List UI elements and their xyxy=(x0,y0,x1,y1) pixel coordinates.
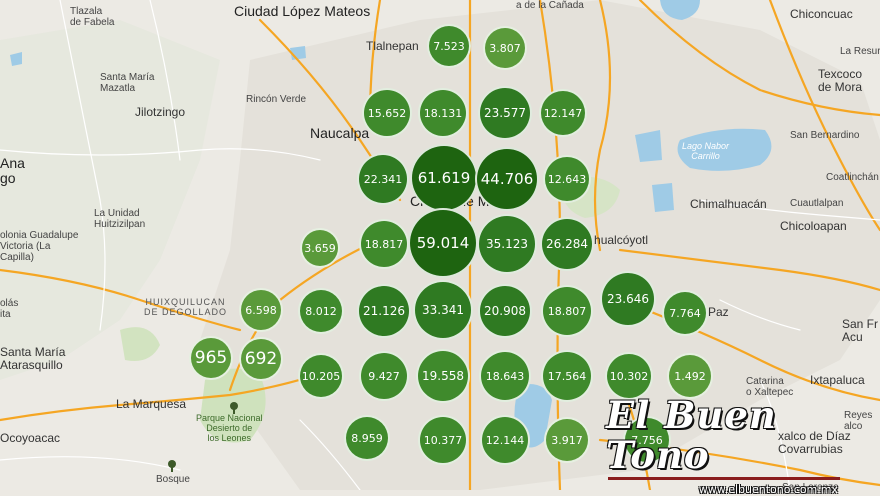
cluster-marker[interactable]: 22.341 xyxy=(357,153,409,205)
cluster-marker[interactable]: 35.123 xyxy=(477,214,537,274)
cluster-marker[interactable]: 20.908 xyxy=(478,284,532,338)
cluster-marker[interactable]: 965 xyxy=(189,336,233,380)
cluster-marker[interactable]: 10.302 xyxy=(605,352,653,400)
place-label-ciudad-lopez-mateos: Ciudad López Mateos xyxy=(234,3,371,19)
cluster-marker[interactable]: 23.646 xyxy=(600,271,656,327)
place-label-santa-maria-mazatla: Santa María Mazatla xyxy=(100,72,155,94)
cluster-marker[interactable]: 7.756 xyxy=(623,416,671,464)
place-label-chicoloapan: Chicoloapan xyxy=(780,219,847,233)
place-label-san-francisco: San Fr Acu xyxy=(842,317,879,345)
place-label-chiconcuac: Chiconcuac xyxy=(790,7,853,21)
place-label-san-bernardino: San Bernardino xyxy=(790,130,860,141)
cluster-marker[interactable]: 61.619 xyxy=(410,144,478,212)
cluster-marker[interactable]: 59.014 xyxy=(408,208,478,278)
place-label-la-marquesa: La Marquesa xyxy=(116,397,187,411)
place-label-rincon-verde: Rincón Verde xyxy=(246,94,307,105)
cluster-marker[interactable]: 18.817 xyxy=(359,219,409,269)
cluster-marker[interactable]: 7.764 xyxy=(662,290,708,336)
place-label-tlazala: Tlazala de Fabela xyxy=(70,6,115,28)
place-label-ana: Ana go xyxy=(0,155,25,187)
cluster-marker[interactable]: 7.523 xyxy=(427,24,471,68)
cluster-marker[interactable]: 12.144 xyxy=(480,415,530,465)
cluster-marker[interactable]: 18.643 xyxy=(479,350,531,402)
cluster-marker[interactable]: 18.807 xyxy=(541,285,593,337)
place-label-mixcalco: xalco de Díaz Covarrubias xyxy=(778,429,851,457)
place-label-la-resurr: La Resur xyxy=(840,46,880,57)
cluster-marker[interactable]: 10.205 xyxy=(298,353,344,399)
watermark-divider xyxy=(608,477,840,480)
cluster-marker[interactable]: 26.284 xyxy=(540,217,594,271)
cluster-marker[interactable]: 18.131 xyxy=(418,88,468,138)
place-label-canada: a de la Cañada xyxy=(516,0,584,11)
place-label-ixtapaluca: Ixtapaluca xyxy=(810,373,865,387)
cluster-marker[interactable]: 1.492 xyxy=(667,353,713,399)
cluster-marker[interactable]: 44.706 xyxy=(475,147,539,211)
cluster-marker[interactable]: 15.652 xyxy=(362,88,412,138)
place-label-tlalnepantla: Tlalnepan xyxy=(366,39,419,53)
place-label-colonia-guadalupe: olonia Guadalupe Victoria (La Capilla) xyxy=(0,230,79,263)
place-label-catarina: Catarina o Xaltepec xyxy=(746,376,794,398)
cluster-marker[interactable]: 33.341 xyxy=(413,280,473,340)
cluster-marker[interactable]: 8.012 xyxy=(298,288,344,334)
place-label-naucalpan: Naucalpa xyxy=(310,125,370,141)
cluster-marker[interactable]: 12.643 xyxy=(543,155,591,203)
place-label-bosque: Bosque xyxy=(156,474,190,485)
watermark: El Buen Tono www.elbuentono.com.mx xyxy=(606,395,842,496)
place-label-cuautlalpan: Cuautlalpan xyxy=(790,198,844,209)
cluster-marker[interactable]: 10.377 xyxy=(418,415,468,465)
cluster-marker[interactable]: 692 xyxy=(239,337,283,381)
cluster-marker[interactable]: 3.917 xyxy=(544,417,590,463)
place-label-chimalhuacan: Chimalhuacán xyxy=(690,197,767,211)
cluster-marker[interactable]: 21.126 xyxy=(357,284,411,338)
place-label-colas: olás ita xyxy=(0,298,19,320)
place-label-reyes: Reyes alco xyxy=(844,410,873,432)
place-label-paz: Paz xyxy=(708,305,729,319)
cluster-marker[interactable]: 9.427 xyxy=(359,351,409,401)
place-label-texcoco: Texcoco de Mora xyxy=(818,67,863,95)
cluster-marker[interactable]: 23.577 xyxy=(478,86,532,140)
lake-3 xyxy=(652,183,674,212)
cluster-marker[interactable]: 12.147 xyxy=(539,89,587,137)
cluster-marker[interactable]: 8.959 xyxy=(344,415,390,461)
place-label-la-unidad: La Unidad Huitzizilpan xyxy=(94,208,146,230)
place-label-huixquilucan: HUIXQUILUCAN DE DEGOLLADO xyxy=(144,297,228,317)
place-label-lago-nabor: Lago Nabor Carrillo xyxy=(682,141,730,161)
cluster-marker[interactable]: 3.659 xyxy=(300,228,340,268)
place-label-coatlinchan: Coatlinchán xyxy=(826,172,879,183)
lake-7 xyxy=(10,52,22,66)
lake-4 xyxy=(660,0,700,20)
park-area-3 xyxy=(120,327,160,361)
hills-west xyxy=(0,20,220,380)
place-label-santa-maria-atarasquillo: Santa María Atarasquillo xyxy=(0,345,66,373)
cluster-marker[interactable]: 19.558 xyxy=(416,349,470,403)
lake-2 xyxy=(635,130,662,162)
cluster-marker[interactable]: 17.564 xyxy=(541,350,593,402)
place-label-ocoyoacac: Ocoyoacac xyxy=(0,431,61,445)
watermark-title: El Buen Tono xyxy=(606,393,777,477)
lake-nabor xyxy=(677,128,772,171)
place-label-san-lorenzo: San Lorenzo xyxy=(782,482,839,493)
place-label-parque-desierto: Parque Nacional Desierto de los Leones xyxy=(196,413,263,443)
place-label-jilotzingo: Jilotzingo xyxy=(135,105,186,119)
cluster-marker[interactable]: 6.598 xyxy=(239,288,283,332)
cluster-marker[interactable]: 3.807 xyxy=(483,26,527,70)
